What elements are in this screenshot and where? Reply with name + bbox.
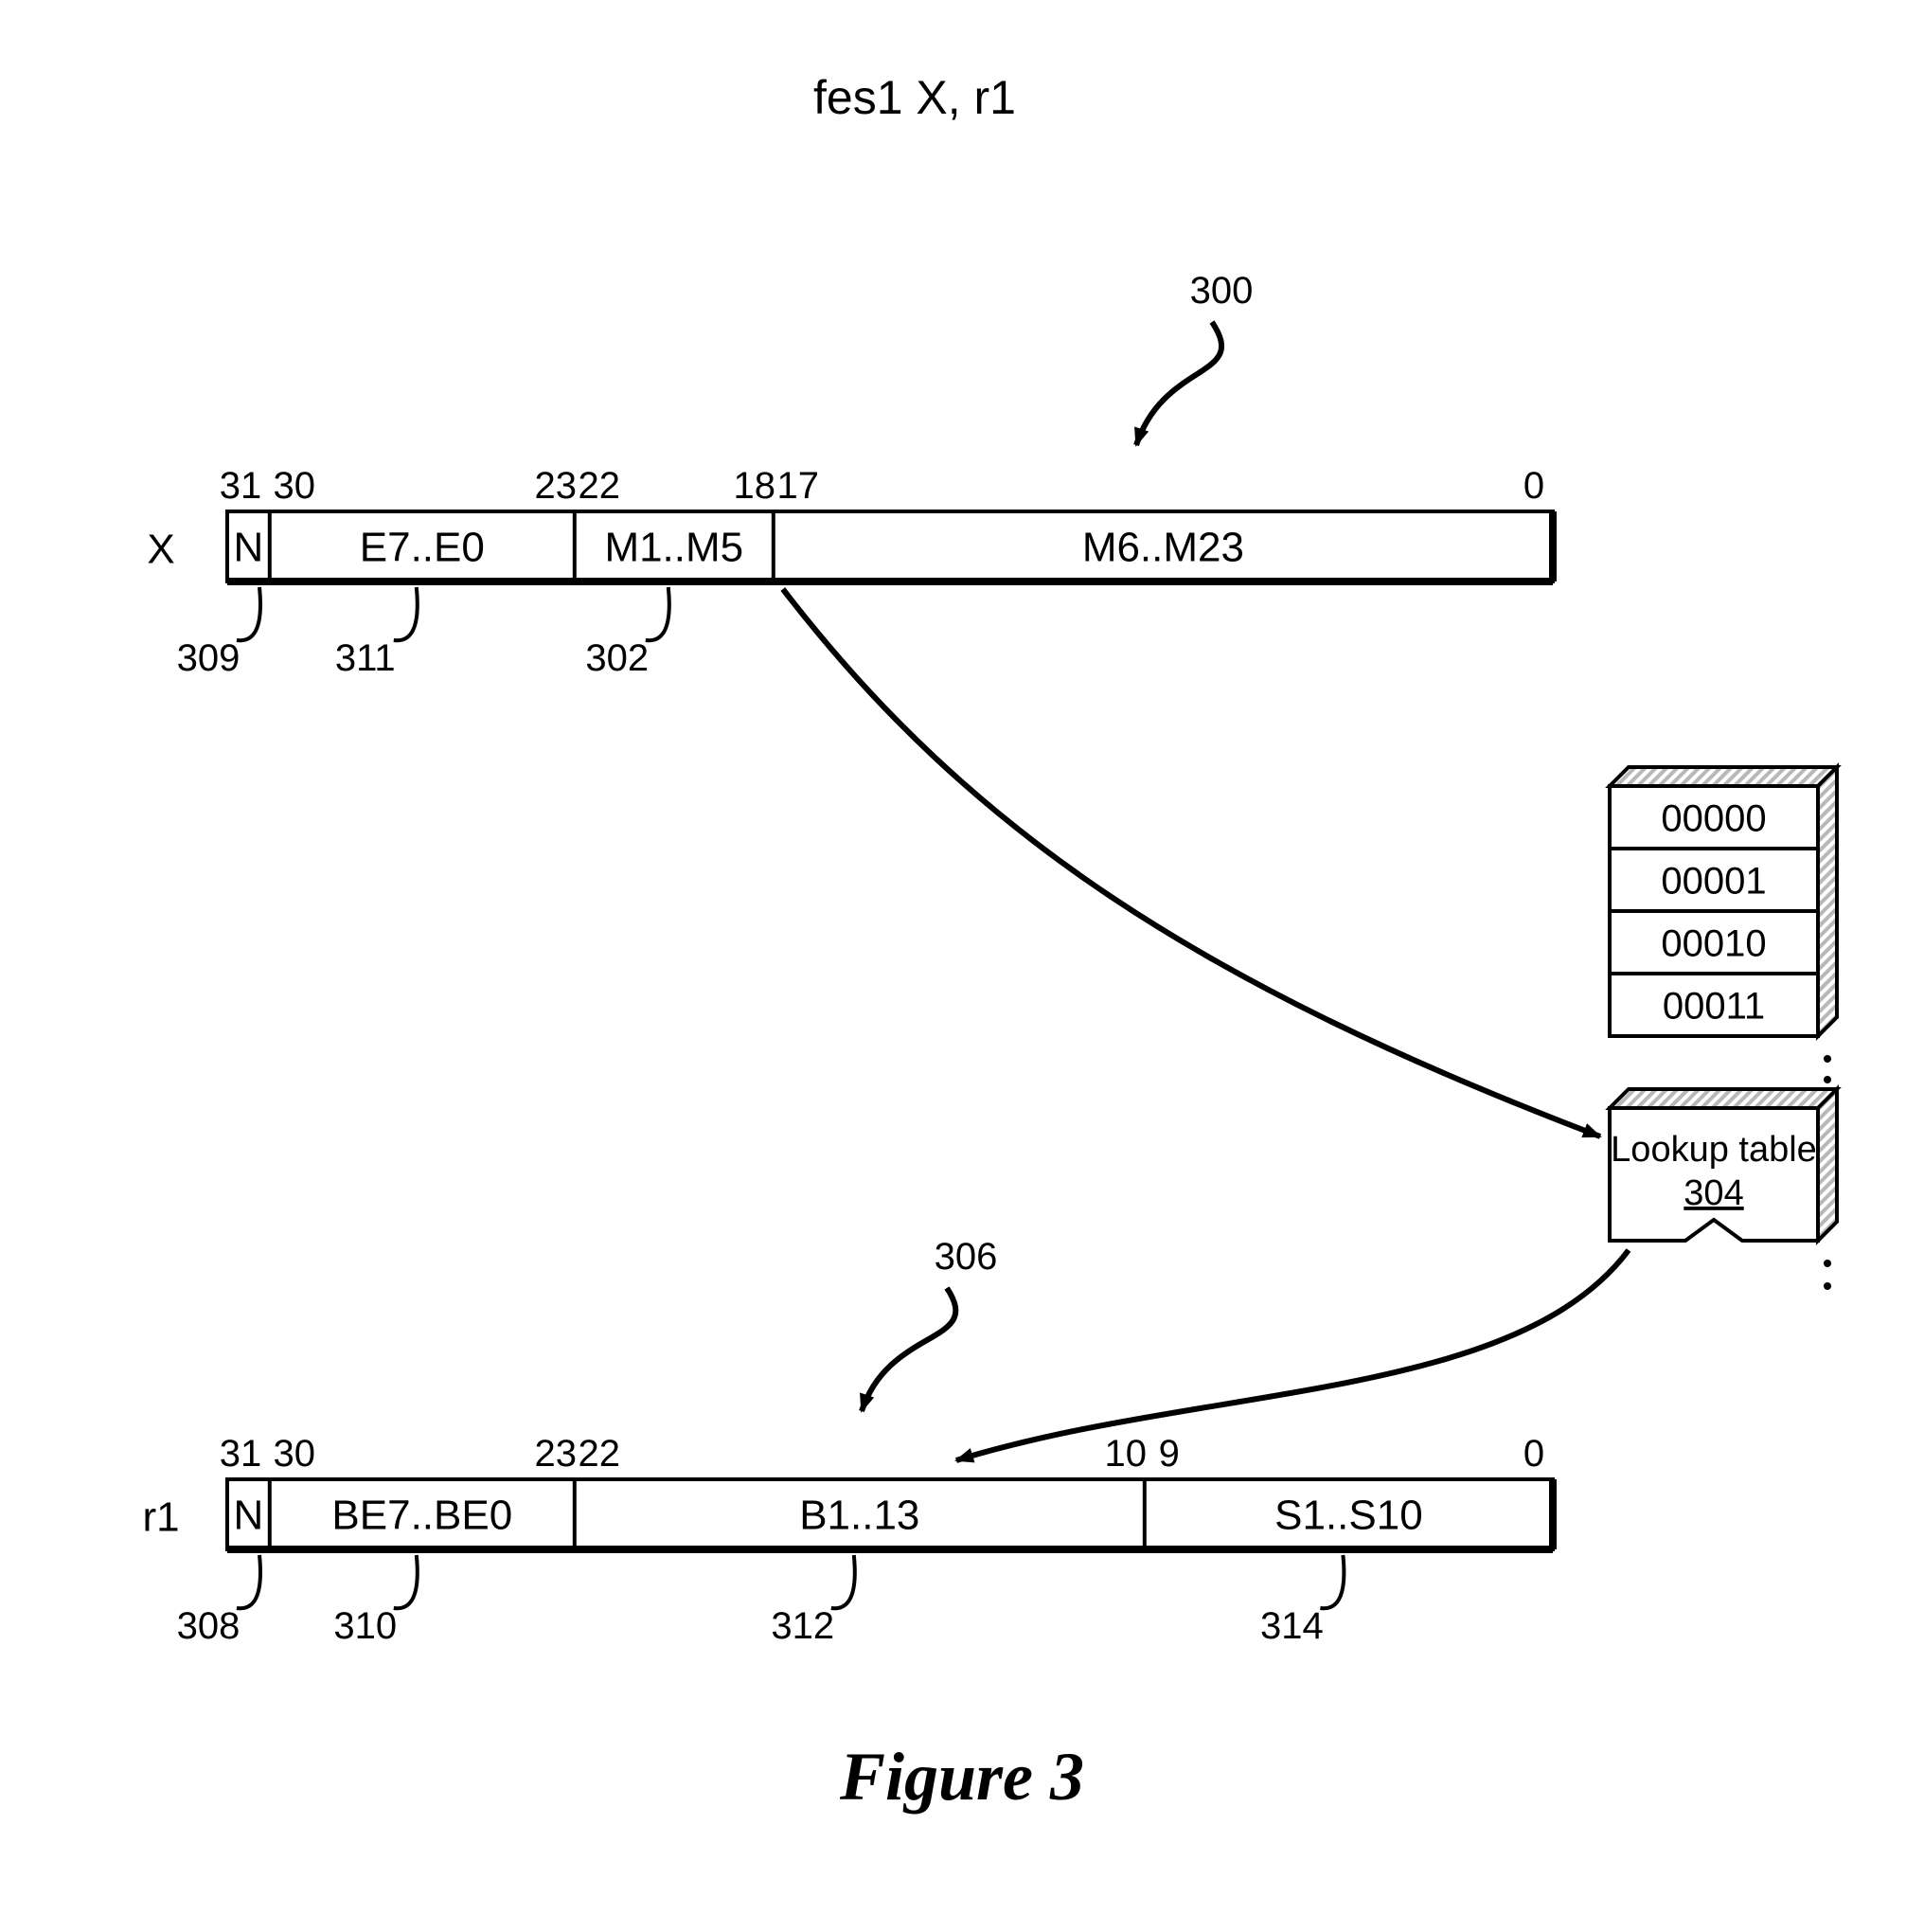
lut-row-value: 00011 [1663, 986, 1765, 1028]
bit-label: 22 [579, 1433, 621, 1475]
bit-label: 18 [734, 465, 776, 507]
bit-label: 22 [579, 465, 621, 507]
register-segment: S1..S10 [1274, 1493, 1423, 1539]
bit-label: 30 [274, 465, 316, 507]
reference-hook [394, 587, 418, 640]
bit-label: 9 [1159, 1433, 1180, 1475]
lut-top-face [1610, 767, 1837, 786]
register-segment: E7..E0 [360, 525, 485, 571]
bit-label: 23 [535, 1433, 578, 1475]
bit-label: 31 [220, 1433, 262, 1475]
reference-number: 308 [177, 1605, 240, 1647]
register-segment: M1..M5 [604, 525, 743, 571]
flow-arrow [783, 589, 1600, 1136]
register-label: r1 [142, 1494, 179, 1541]
flow-arrow [956, 1250, 1629, 1460]
ellipsis-dot [1824, 1282, 1831, 1290]
bit-label: 0 [1523, 465, 1544, 507]
figure-caption: Figure 3 [839, 1739, 1084, 1815]
lut-label: Lookup table [1611, 1130, 1817, 1170]
lut-side-face [1818, 767, 1837, 1036]
reference-hook [831, 1555, 855, 1608]
reference-hook [237, 587, 260, 640]
reference-number: 302 [585, 637, 649, 679]
reference-hook [237, 1555, 260, 1608]
reference-number: 312 [771, 1605, 834, 1647]
bit-label: 23 [535, 465, 578, 507]
reference-hook [394, 1555, 418, 1608]
reference-number: 311 [335, 637, 396, 679]
reference-number: 309 [177, 637, 240, 679]
reference-arrow [1136, 322, 1221, 445]
bit-label: 31 [220, 465, 262, 507]
register-segment: N [234, 525, 264, 571]
reference-number: 314 [1260, 1605, 1324, 1647]
instruction-title: fes1 X, r1 [813, 71, 1016, 124]
bit-label: 0 [1523, 1433, 1544, 1475]
ellipsis-dot [1824, 1055, 1831, 1063]
register-segment: BE7..BE0 [331, 1493, 512, 1539]
reference-number: 310 [333, 1605, 397, 1647]
register-segment: B1..13 [799, 1493, 919, 1539]
reference-number: 300 [1190, 270, 1254, 312]
reference-hook [646, 587, 669, 640]
bit-label: 30 [274, 1433, 316, 1475]
lut-row-value: 00010 [1661, 923, 1766, 965]
lut-row-value: 00001 [1661, 861, 1766, 903]
bit-label: 17 [777, 465, 820, 507]
reference-number: 306 [935, 1236, 998, 1278]
register-label: X [147, 527, 174, 573]
ellipsis-dot [1824, 1260, 1831, 1267]
reference-number: 304 [1684, 1173, 1743, 1213]
register-segment: N [234, 1493, 264, 1539]
reference-arrow [862, 1288, 955, 1411]
register-segment: M6..M23 [1082, 525, 1244, 571]
reference-hook [1320, 1555, 1344, 1608]
bit-label: 10 [1105, 1433, 1148, 1475]
lut-row-value: 00000 [1661, 798, 1766, 840]
ellipsis-dot [1824, 1076, 1831, 1083]
